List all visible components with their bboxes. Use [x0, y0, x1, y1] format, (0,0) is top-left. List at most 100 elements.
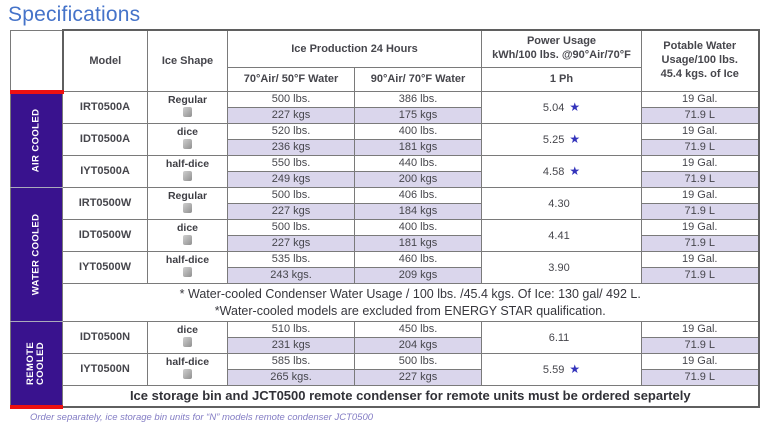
- table-row: IYT0500W half-dice 535 lbs. 460 lbs. 3.9…: [11, 251, 760, 285]
- header-power-usage: Power Usage kWh/100 lbs. @90°Air/70°F: [481, 29, 642, 69]
- ice-shape-label: dice: [176, 323, 198, 336]
- power-value: 6.11: [548, 331, 570, 344]
- header-potable-line1: Potable Water: [663, 40, 737, 53]
- model-cell: IDT0500W: [62, 219, 148, 253]
- group-label-text: WATER COOLED: [30, 213, 42, 296]
- ice-cube-icon: [183, 107, 192, 118]
- production-90-kgs: 209 kgs: [354, 267, 482, 285]
- production-90-lbs: 450 lbs.: [354, 321, 482, 339]
- ice-cube-icon: [183, 171, 192, 182]
- header-sub-90: 90°Air/ 70°F Water: [354, 67, 482, 93]
- power-usage-cell: 4.58 ★: [481, 155, 642, 189]
- production-70-kgs: 249 kgs: [227, 171, 355, 189]
- potable-liters: 71.9 L: [641, 337, 760, 355]
- header-power-line1: Power Usage: [526, 35, 597, 48]
- potable-gal: 19 Gal.: [641, 187, 760, 205]
- ice-shape-cell: half-dice: [147, 353, 228, 387]
- ice-cube-icon: [183, 203, 192, 214]
- production-70-lbs: 500 lbs.: [227, 91, 355, 109]
- table-row: 227 kgs 181 kgs 71.9 L: [11, 235, 760, 253]
- production-90-kgs: 184 kgs: [354, 203, 482, 221]
- power-usage-cell: 4.30: [481, 187, 642, 221]
- model-cell: IYT0500N: [62, 353, 148, 387]
- production-90-lbs: 386 lbs.: [354, 91, 482, 109]
- potable-liters: 71.9 L: [641, 267, 760, 285]
- spec-table: Model Ice Shape Ice Production 24 Hours …: [10, 29, 760, 410]
- production-70-lbs: 520 lbs.: [227, 123, 355, 141]
- power-usage-cell: 3.90: [481, 251, 642, 285]
- model-cell: IYT0500W: [62, 251, 148, 285]
- table-row: IDT0500W dice 500 lbs. 400 lbs. 4.41 19 …: [11, 219, 760, 253]
- ice-shape-label: Regular: [167, 93, 208, 106]
- ice-shape-cell: dice: [147, 123, 228, 157]
- production-90-lbs: 440 lbs.: [354, 155, 482, 173]
- header-power-line2: kWh/100 lbs. @90°Air/70°F: [492, 49, 631, 62]
- power-value: 4.30: [548, 197, 570, 210]
- energy-star-icon: ★: [569, 131, 581, 146]
- header-power-phase: 1 Ph: [481, 67, 642, 93]
- table-row: 227 kgs 184 kgs 71.9 L: [11, 203, 760, 221]
- production-90-kgs: 181 kgs: [354, 235, 482, 253]
- ice-cube-icon: [183, 337, 192, 348]
- power-usage-cell: 6.11: [481, 321, 642, 355]
- ice-shape-cell: dice: [147, 219, 228, 253]
- table-row: 265 kgs. 227 kgs 71.9 L: [11, 369, 760, 387]
- model-cell: IRT0500W: [62, 187, 148, 221]
- production-90-kgs: 204 kgs: [354, 337, 482, 355]
- potable-gal: 19 Gal.: [641, 219, 760, 237]
- power-usage-cell: 5.25 ★: [481, 123, 642, 157]
- group-label-text: AIR COOLED: [30, 108, 42, 173]
- production-90-lbs: 500 lbs.: [354, 353, 482, 371]
- group-label-remote-cooled: REMOTE COOLED: [10, 321, 63, 410]
- ice-shape-cell: Regular: [147, 91, 228, 125]
- power-usage-cell: 4.41: [481, 219, 642, 253]
- potable-gal: 19 Gal.: [641, 251, 760, 269]
- header-potable-line2: Usage/100 lbs.: [661, 54, 738, 67]
- page-title: Specifications: [8, 3, 141, 26]
- header-potable-line3: 45.4 kgs. of Ice: [660, 67, 739, 80]
- production-90-kgs: 175 kgs: [354, 107, 482, 125]
- production-70-lbs: 535 lbs.: [227, 251, 355, 269]
- production-90-kgs: 181 kgs: [354, 139, 482, 157]
- production-70-lbs: 585 lbs.: [227, 353, 355, 371]
- ice-shape-cell: dice: [147, 321, 228, 355]
- water-cooled-note-row: * Water-cooled Condenser Water Usage / 1…: [11, 283, 760, 323]
- potable-liters: 71.9 L: [641, 171, 760, 189]
- table-row: AIR COOLED IRT0500A Regular 500 lbs. 386…: [10, 89, 760, 189]
- potable-liters: 71.9 L: [641, 369, 760, 387]
- note-line-1: * Water-cooled Condenser Water Usage / 1…: [179, 286, 641, 301]
- table-row: IYT0500N half-dice 585 lbs. 500 lbs. 5.5…: [11, 353, 760, 387]
- note-line-2: *Water-cooled models are excluded from E…: [214, 303, 606, 318]
- footnote: Order separately, ice storage bin units …: [30, 412, 374, 424]
- production-70-kgs: 227 kgs: [227, 235, 355, 253]
- water-cooled-notes: * Water-cooled Condenser Water Usage / 1…: [62, 283, 760, 323]
- ice-shape-cell: half-dice: [147, 251, 228, 285]
- ice-shape-label: half-dice: [165, 355, 210, 368]
- potable-gal: 19 Gal.: [641, 123, 760, 141]
- vertical-label-wrap: AIR COOLED: [12, 96, 62, 187]
- model-cell: IRT0500A: [62, 91, 148, 125]
- table-row: IYT0500A half-dice 550 lbs. 440 lbs. 4.5…: [11, 155, 760, 189]
- ice-cube-icon: [183, 139, 192, 150]
- production-70-kgs: 231 kgs: [227, 337, 355, 355]
- table-row: WATER COOLED IRT0500W Regular 500 lbs. 4…: [10, 187, 760, 323]
- potable-gal: 19 Gal.: [641, 353, 760, 371]
- ice-shape-label: half-dice: [165, 253, 210, 266]
- group-label-air-cooled: AIR COOLED: [10, 89, 63, 189]
- potable-liters: 71.9 L: [641, 235, 760, 253]
- header-ice-production: Ice Production 24 Hours: [227, 29, 482, 69]
- potable-liters: 71.9 L: [641, 203, 760, 221]
- table-row: REMOTE COOLED IDT0500N dice 510 lbs. 450…: [10, 321, 760, 410]
- ice-shape-label: Regular: [167, 189, 208, 202]
- energy-star-icon: ★: [569, 361, 581, 376]
- header-blank-cell: [10, 29, 63, 93]
- potable-liters: 71.9 L: [641, 139, 760, 157]
- production-90-lbs: 406 lbs.: [354, 187, 482, 205]
- table-row: 236 kgs 181 kgs 71.9 L: [11, 139, 760, 157]
- table-row: 227 kgs 175 kgs 71.9 L: [11, 107, 760, 125]
- header-sub-70: 70°Air/ 50°F Water: [227, 67, 355, 93]
- model-cell: IDT0500A: [62, 123, 148, 157]
- ice-cube-icon: [183, 369, 192, 380]
- ice-shape-cell: half-dice: [147, 155, 228, 189]
- production-70-kgs: 227 kgs: [227, 203, 355, 221]
